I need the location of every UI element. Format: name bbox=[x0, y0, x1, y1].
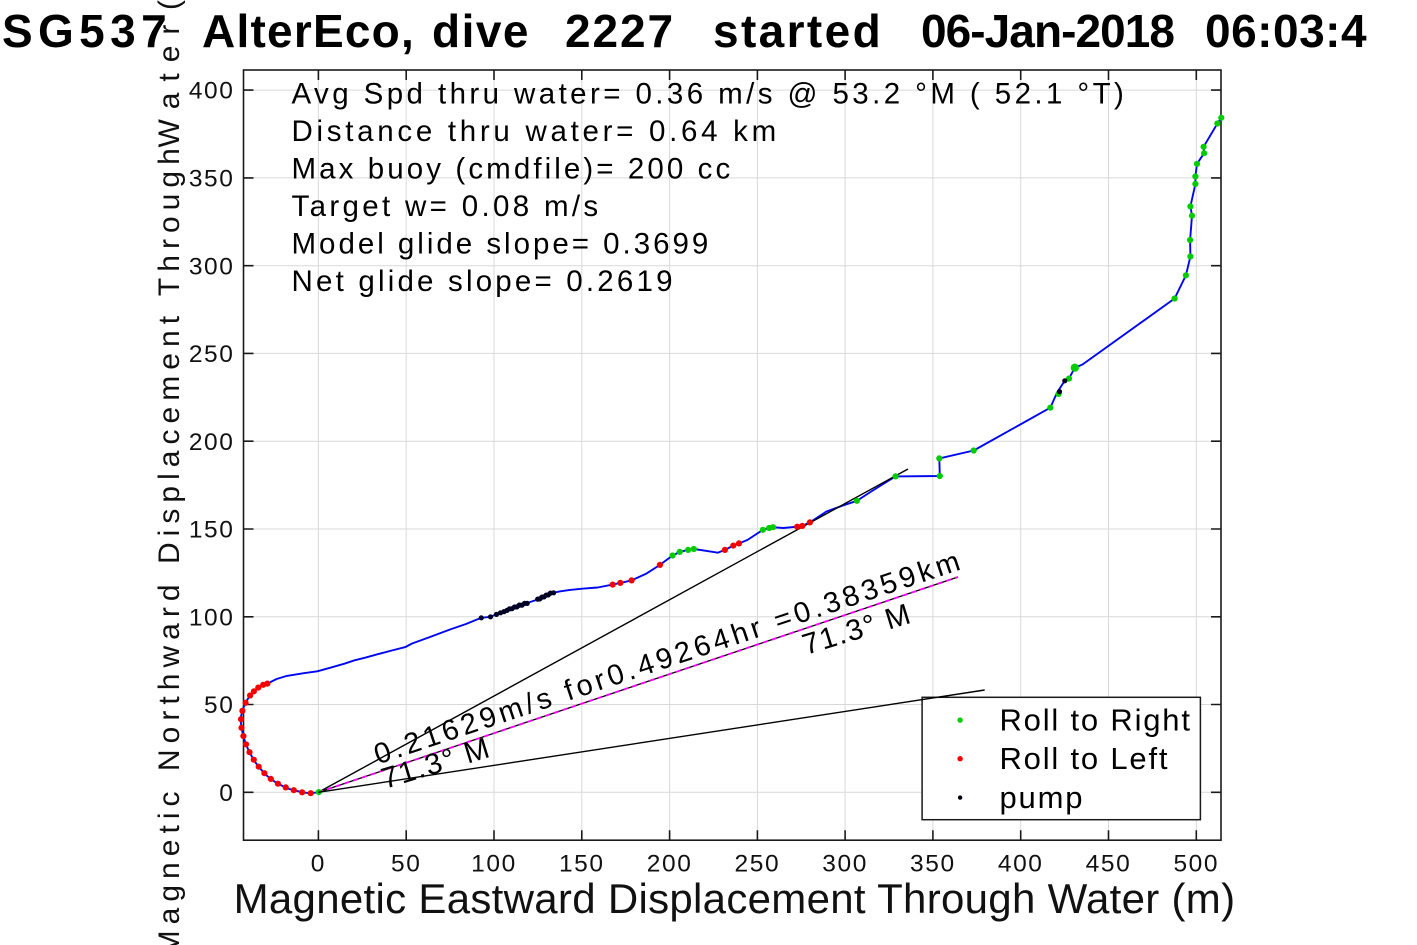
svg-text:400: 400 bbox=[998, 851, 1044, 878]
svg-text:50: 50 bbox=[391, 851, 421, 878]
svg-text:Target w= 0.08 m/s: Target w= 0.08 m/s bbox=[292, 190, 602, 223]
svg-text:Water: Water bbox=[153, 14, 186, 148]
svg-text:started: started bbox=[713, 5, 883, 57]
svg-text:250: 250 bbox=[735, 851, 781, 878]
svg-text:06:03:4: 06:03:4 bbox=[1205, 5, 1367, 57]
svg-text:pump: pump bbox=[1000, 780, 1085, 815]
svg-text:400: 400 bbox=[189, 78, 235, 105]
svg-text:350: 350 bbox=[910, 851, 956, 878]
svg-text:500: 500 bbox=[1173, 851, 1219, 878]
svg-text:2227: 2227 bbox=[565, 5, 675, 57]
svg-text:0: 0 bbox=[311, 851, 326, 878]
svg-text:200: 200 bbox=[189, 429, 235, 456]
svg-text:300: 300 bbox=[822, 851, 868, 878]
svg-text:Roll to Left: Roll to Left bbox=[1000, 741, 1170, 776]
svg-text:150: 150 bbox=[559, 851, 605, 878]
svg-text:50: 50 bbox=[204, 692, 234, 719]
svg-text:Net glide slope= 0.2619: Net glide slope= 0.2619 bbox=[292, 265, 676, 298]
svg-text:250: 250 bbox=[189, 341, 235, 368]
svg-text:AlterEco,: AlterEco, bbox=[202, 5, 415, 57]
svg-text:350: 350 bbox=[189, 166, 235, 193]
svg-text:SG537: SG537 bbox=[2, 5, 172, 57]
svg-text:150: 150 bbox=[189, 517, 235, 544]
svg-text:Max buoy (cmdfile)= 200 cc: Max buoy (cmdfile)= 200 cc bbox=[292, 153, 734, 186]
svg-text:100: 100 bbox=[471, 851, 517, 878]
svg-text:Model glide slope= 0.3699: Model glide slope= 0.3699 bbox=[292, 228, 712, 261]
svg-text:Magnetic Eastward Displacement: Magnetic Eastward Displacement Through W… bbox=[234, 875, 1236, 922]
svg-text:06-Jan-2018: 06-Jan-2018 bbox=[921, 5, 1174, 57]
svg-text:(m): (m) bbox=[153, 0, 186, 10]
svg-text:Magnetic Northward Displacemen: Magnetic Northward Displacement Through bbox=[153, 142, 186, 945]
svg-text:Distance thru water= 0.64 km: Distance thru water= 0.64 km bbox=[292, 115, 780, 148]
svg-text:dive: dive bbox=[432, 5, 530, 57]
svg-text:200: 200 bbox=[647, 851, 693, 878]
svg-text:0: 0 bbox=[219, 780, 234, 807]
svg-text:Roll to Right: Roll to Right bbox=[1000, 703, 1192, 738]
svg-text:450: 450 bbox=[1086, 851, 1132, 878]
svg-text:100: 100 bbox=[189, 604, 235, 631]
svg-text:300: 300 bbox=[189, 253, 235, 280]
svg-text:Avg Spd thru water= 0.36 m/s: Avg Spd thru water= 0.36 m/s @ 53.2 °M (… bbox=[292, 77, 1128, 110]
